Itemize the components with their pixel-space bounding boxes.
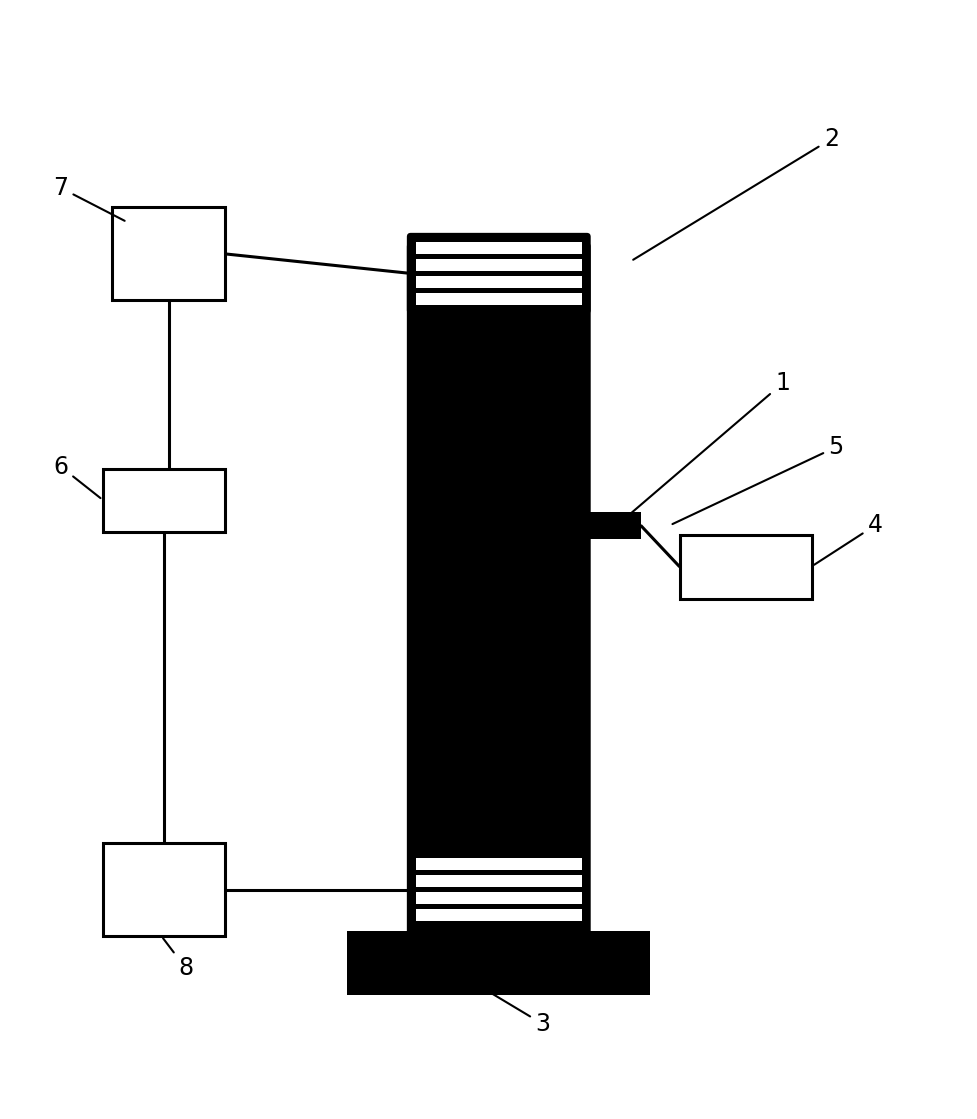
Text: 1: 1 — [613, 372, 789, 528]
Text: 8: 8 — [163, 938, 193, 980]
Bar — [415, 293, 581, 304]
FancyBboxPatch shape — [406, 233, 590, 314]
Text: 3: 3 — [490, 994, 550, 1036]
Bar — [415, 242, 581, 254]
Bar — [103, 469, 225, 533]
Bar — [586, 511, 640, 539]
Text: 4: 4 — [813, 514, 882, 565]
Bar — [112, 207, 225, 300]
Bar — [415, 260, 581, 271]
Bar — [103, 843, 225, 935]
Bar — [415, 875, 581, 887]
Bar — [415, 910, 581, 921]
Text: 6: 6 — [53, 454, 101, 498]
FancyBboxPatch shape — [406, 243, 590, 955]
Bar — [415, 892, 581, 904]
Text: 2: 2 — [632, 126, 838, 260]
Bar — [347, 931, 650, 995]
Text: 5: 5 — [672, 435, 843, 524]
Bar — [415, 858, 581, 869]
Bar — [679, 535, 811, 599]
Bar — [410, 853, 586, 927]
Text: 7: 7 — [53, 176, 124, 220]
Bar — [415, 276, 581, 288]
